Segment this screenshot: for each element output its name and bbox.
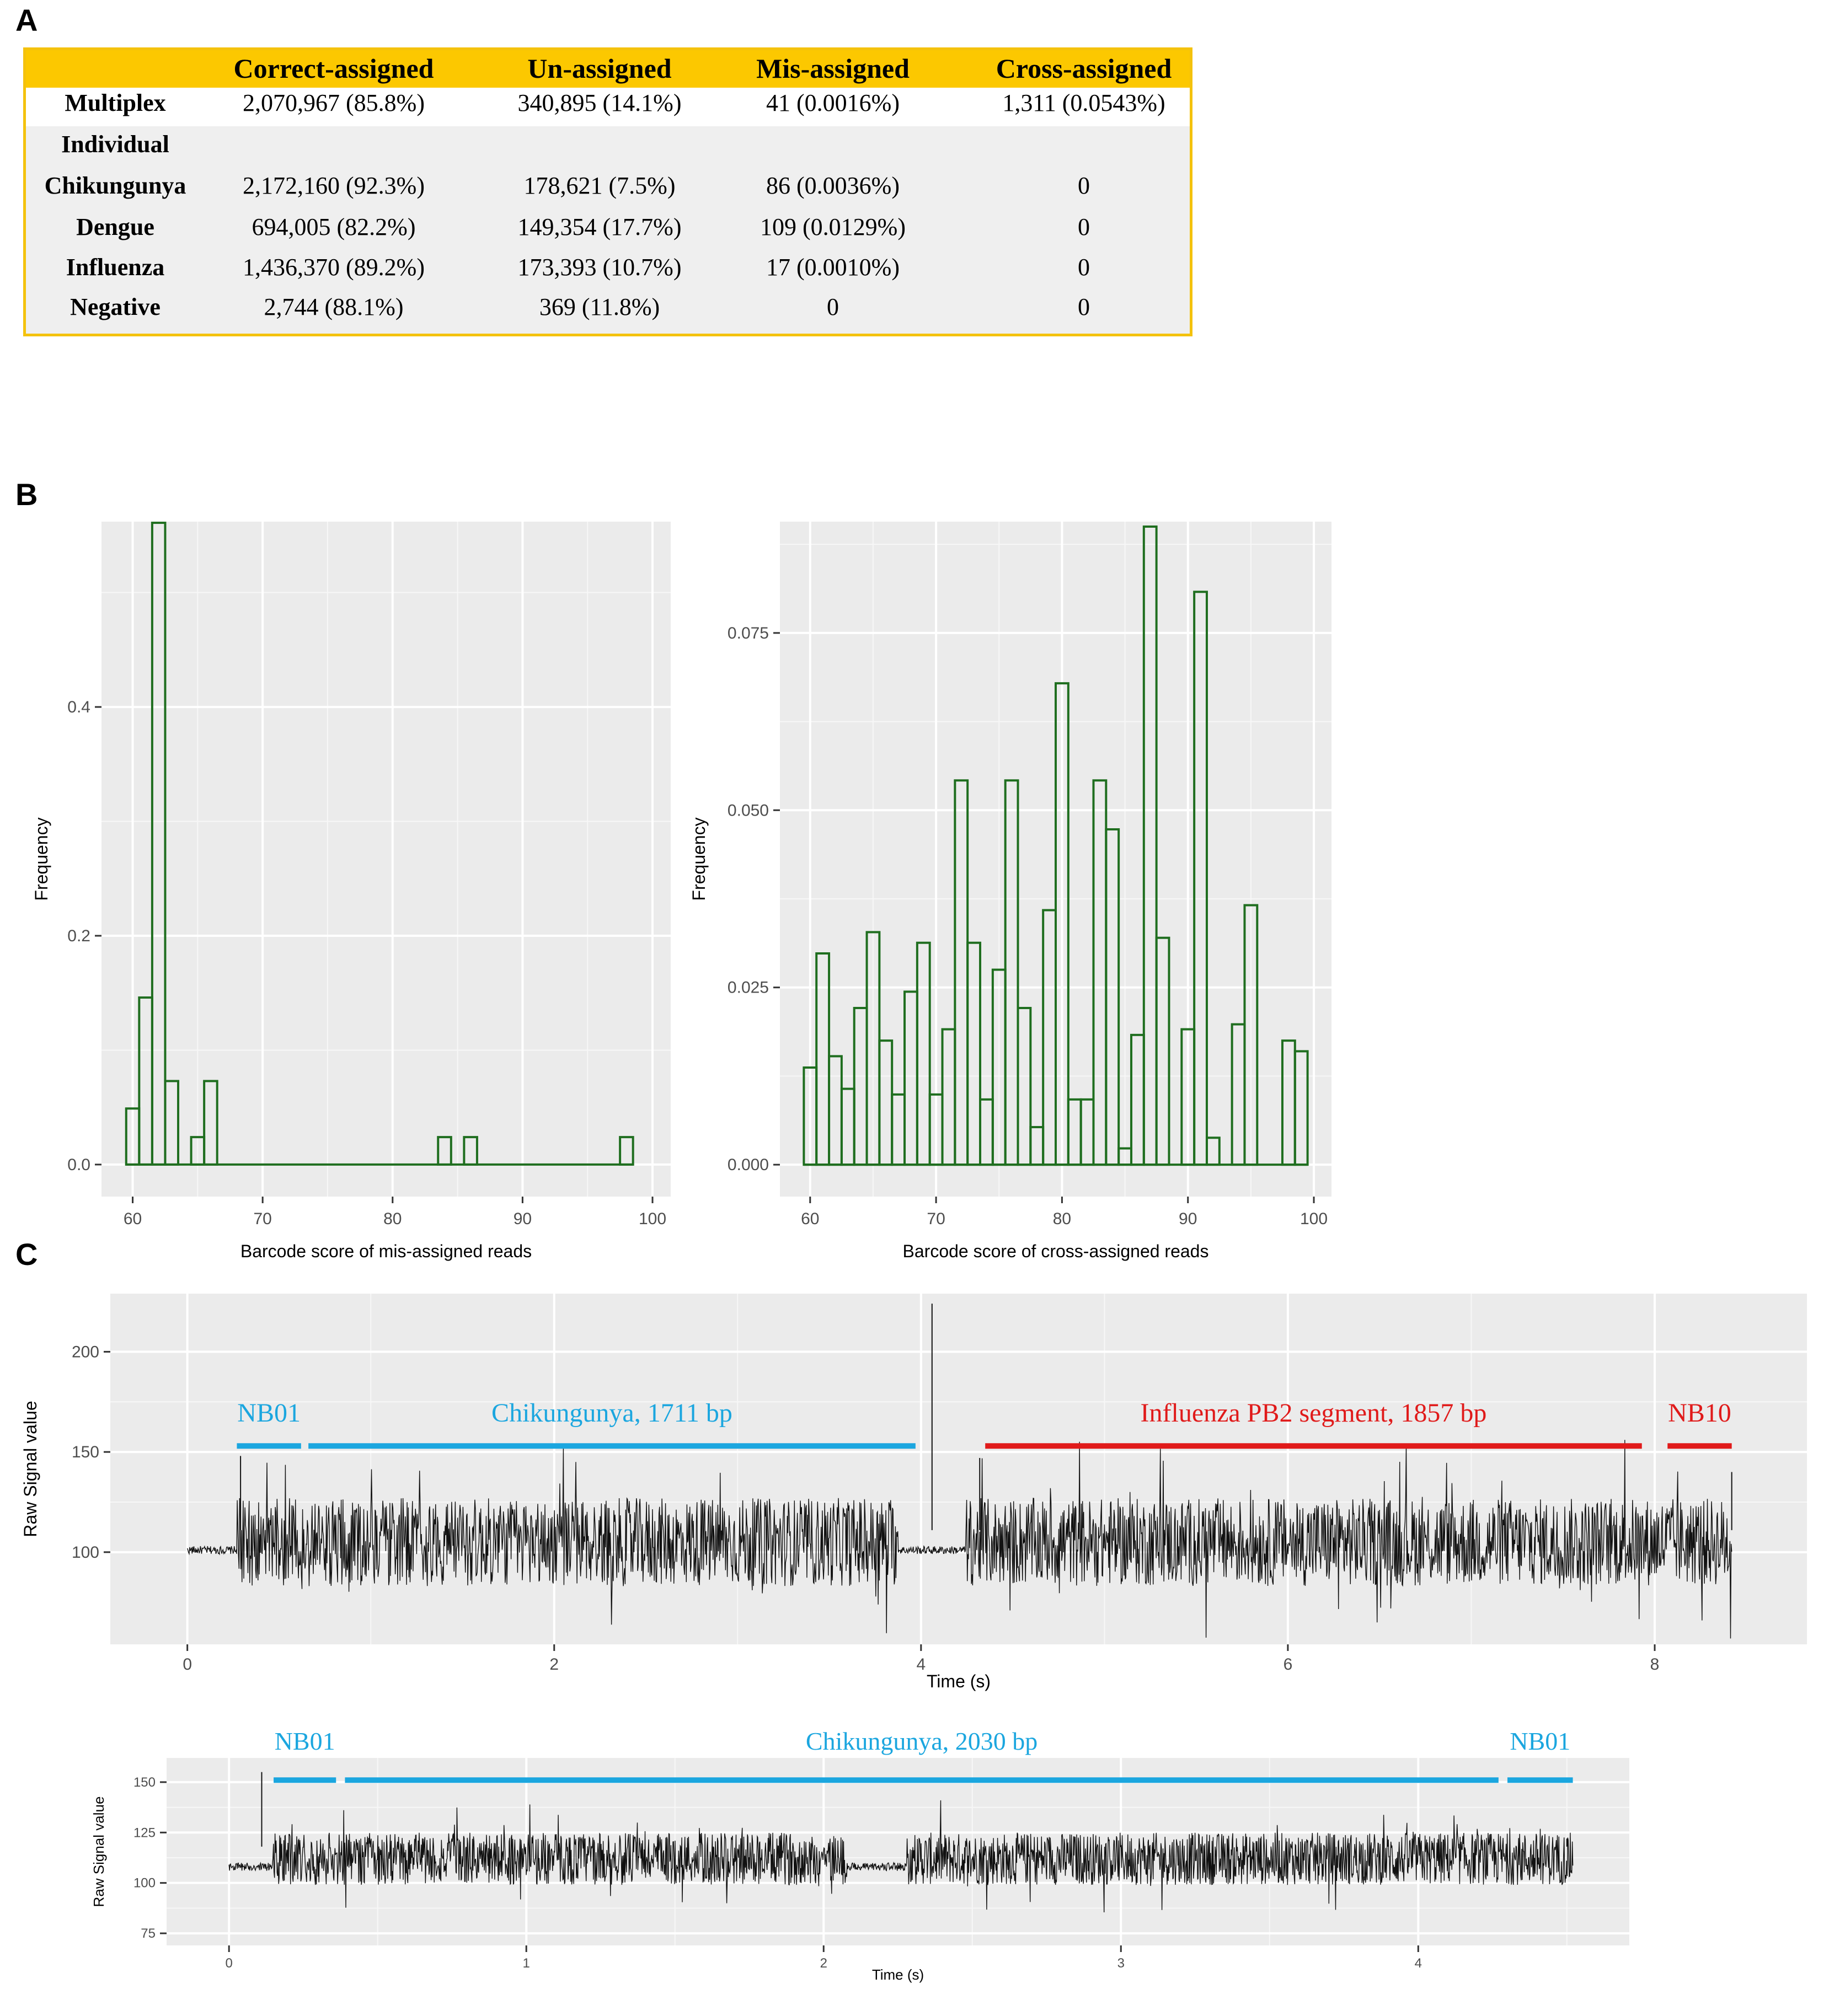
y-tick-label: 150 <box>72 1443 99 1461</box>
table-cell: 340,895 (14.1%) <box>517 89 682 116</box>
segment-label: NB01 <box>275 1727 335 1755</box>
x-tick-label: 4 <box>916 1655 926 1674</box>
table-cell: 178,621 (7.5%) <box>523 172 676 199</box>
x-tick-label: 60 <box>124 1210 142 1228</box>
y-tick-label: 0.025 <box>728 979 769 997</box>
table-cell: 0 <box>827 293 839 320</box>
plot-background <box>101 522 671 1197</box>
table-row-label: Influenza <box>66 254 165 281</box>
y-tick-label: 0.4 <box>67 698 90 716</box>
table-multiplex-row-bg <box>26 88 1190 126</box>
panel-label-b: B <box>15 477 38 512</box>
table-cell: 694,005 (82.2%) <box>252 213 416 240</box>
y-tick-label: 0.000 <box>728 1156 769 1174</box>
table-cell: 109 (0.0129%) <box>760 213 906 240</box>
y-tick-label: 0.0 <box>67 1156 90 1174</box>
table-cell: 0 <box>1078 293 1090 320</box>
x-tick-label: 3 <box>1117 1956 1125 1971</box>
table-row-label: Chikungunya <box>44 172 186 199</box>
x-tick-label: 6 <box>1283 1655 1293 1674</box>
table-cell: 173,393 (10.7%) <box>517 254 682 281</box>
x-tick-label: 1 <box>523 1956 530 1971</box>
x-tick-label: 100 <box>1300 1210 1328 1228</box>
x-axis-label: Time (s) <box>927 1671 991 1691</box>
y-axis-label: Raw Signal value <box>20 1401 40 1537</box>
table-cell: 0 <box>1078 254 1090 281</box>
x-tick-label: 70 <box>927 1210 945 1228</box>
segment-label: Chikungunya, 2030 bp <box>806 1727 1037 1755</box>
table-row-label: Dengue <box>76 213 154 240</box>
table-header-bar <box>26 50 1190 88</box>
x-tick-label: 0 <box>183 1655 192 1674</box>
table-cell: 369 (11.8%) <box>539 293 660 320</box>
histogram-figure: 60 70 80 90 100 0.0 0.2 0.4 Barcode score of mis… <box>31 522 1331 1261</box>
x-axis-label: Time (s) <box>872 1966 924 1983</box>
x-axis-label: Barcode score of mis-assigned reads <box>240 1241 532 1261</box>
x-axis-label: Barcode score of cross-assigned reads <box>903 1241 1209 1261</box>
raw-signal-line <box>228 1800 1574 1913</box>
x-tick-label: 90 <box>1179 1210 1197 1228</box>
x-tick-label: 2 <box>549 1655 559 1674</box>
x-tick-label: 80 <box>383 1210 402 1228</box>
y-axis-label: Frequency <box>31 817 51 900</box>
y-axis-label: Raw Signal value <box>90 1797 107 1907</box>
y-tick-label: 200 <box>72 1343 99 1361</box>
y-tick-label: 100 <box>133 1876 156 1891</box>
table-cell: 0 <box>1078 172 1090 199</box>
y-tick-label: 100 <box>72 1543 99 1562</box>
segment-label: NB01 <box>237 1398 301 1428</box>
segment-label: Chikungunya, 1711 bp <box>491 1398 732 1428</box>
y-tick-label: 150 <box>133 1775 156 1790</box>
y-tick-label: 125 <box>133 1825 156 1840</box>
table-cell: 1,311 (0.0543%) <box>1002 89 1165 116</box>
table-header-cell: Un-assigned <box>527 53 672 84</box>
table-cell: 1,436,370 (89.2%) <box>243 254 425 281</box>
y-tick-label: 75 <box>141 1926 156 1941</box>
signal-trace-bottom: 0 1 2 3 4 75 100 125 150 NB01 Chikungunya, 2030 bp… <box>90 1727 1629 1983</box>
segment-label: NB10 <box>1668 1398 1731 1428</box>
table-cell: 0 <box>1078 213 1090 240</box>
table-row-label: Negative <box>70 293 161 320</box>
assignment-table: Correct-assigned Un-assigned Mis-assigned C… <box>23 47 1192 336</box>
table-header-cell: Correct-assigned <box>233 53 434 84</box>
histogram-cross-assigned: 60 70 80 90 100 0.000 0.025 0.050 0.075 Barcode s… <box>689 522 1331 1261</box>
signal-figure: 0 2 4 6 8 100 150 200 NB01 Chikungunya, 1711 bp In… <box>20 1294 1807 1983</box>
segment-label: NB01 <box>1510 1727 1570 1755</box>
x-tick-label: 90 <box>514 1210 532 1228</box>
x-tick-label: 60 <box>801 1210 819 1228</box>
y-tick-label: 0.075 <box>728 624 769 642</box>
table-cell: 86 (0.0036%) <box>766 172 900 199</box>
table-cell: 2,172,160 (92.3%) <box>243 172 425 199</box>
raw-signal-line <box>187 1440 1732 1639</box>
x-tick-label: 0 <box>226 1956 233 1971</box>
segment-label: Influenza PB2 segment, 1857 bp <box>1141 1398 1487 1428</box>
x-tick-label: 2 <box>820 1956 827 1971</box>
table-row-label: Individual <box>61 131 169 158</box>
x-tick-label: 70 <box>253 1210 271 1228</box>
histogram-mis-assigned: 60 70 80 90 100 0.0 0.2 0.4 Barcode score of mis… <box>31 522 671 1261</box>
table-header-cell: Cross-assigned <box>996 53 1172 84</box>
table-cell: 41 (0.0016%) <box>766 89 900 116</box>
y-tick-label: 0.050 <box>728 801 769 819</box>
table-cell: 17 (0.0010%) <box>766 254 900 281</box>
plot-background <box>110 1294 1807 1644</box>
panel-label-c: C <box>15 1237 38 1272</box>
table-cell: 149,354 (17.7%) <box>517 213 682 240</box>
table-row-label: Multiplex <box>65 89 166 116</box>
panel-label-a: A <box>15 3 38 37</box>
signal-trace-top: 0 2 4 6 8 100 150 200 NB01 Chikungunya, 1711 bp In… <box>20 1294 1807 1691</box>
x-tick-label: 80 <box>1053 1210 1071 1228</box>
x-tick-label: 100 <box>639 1210 666 1228</box>
y-axis-label: Frequency <box>689 817 709 900</box>
y-tick-label: 0.2 <box>67 927 90 945</box>
table-header-cell: Mis-assigned <box>756 53 910 84</box>
x-tick-label: 8 <box>1650 1655 1660 1674</box>
table-cell: 2,070,967 (85.8%) <box>243 89 425 116</box>
table-cell: 2,744 (88.1%) <box>264 293 404 320</box>
x-tick-label: 4 <box>1415 1956 1422 1971</box>
